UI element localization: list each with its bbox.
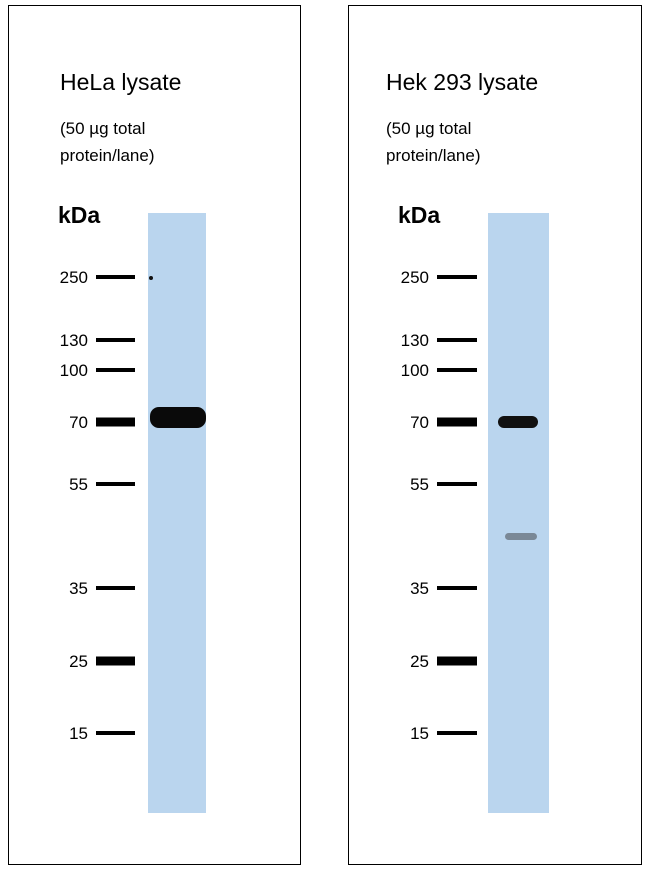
- marker-tick: [437, 656, 477, 666]
- marker-label: 100: [60, 361, 88, 380]
- marker-label: 70: [69, 413, 88, 432]
- marker-label: 250: [60, 268, 88, 287]
- marker-tick: [96, 338, 135, 342]
- marker-label: 35: [69, 579, 88, 598]
- marker-tick: [96, 417, 135, 427]
- marker-tick: [437, 731, 477, 735]
- unit-label: kDa: [398, 202, 440, 228]
- marker-label: 70: [410, 413, 429, 432]
- marker-label: 15: [410, 724, 429, 743]
- panel-border: [8, 5, 301, 865]
- marker-label: 35: [410, 579, 429, 598]
- marker-tick: [437, 482, 477, 486]
- marker-tick: [437, 417, 477, 427]
- marker-label: 15: [69, 724, 88, 743]
- band: [150, 407, 206, 428]
- marker-label: 100: [401, 361, 429, 380]
- marker-label: 250: [401, 268, 429, 287]
- lane: [488, 213, 549, 813]
- marker-tick: [96, 656, 135, 666]
- panel-title: Hek 293 lysate: [386, 69, 538, 95]
- panel-title: HeLa lysate: [60, 69, 181, 95]
- loading-note: (50 µg total: [386, 119, 471, 138]
- marker-tick: [437, 275, 477, 279]
- marker-tick: [437, 368, 477, 372]
- marker-label: 25: [69, 652, 88, 671]
- band: [498, 416, 538, 428]
- marker-label: 55: [410, 475, 429, 494]
- loading-note: protein/lane): [60, 146, 155, 165]
- unit-label: kDa: [58, 202, 100, 228]
- panel-border: [348, 5, 642, 865]
- marker-tick: [437, 586, 477, 590]
- marker-tick: [96, 731, 135, 735]
- marker-label: 130: [60, 331, 88, 350]
- marker-label: 25: [410, 652, 429, 671]
- marker-tick: [96, 586, 135, 590]
- marker-label: 130: [401, 331, 429, 350]
- lane: [148, 213, 206, 813]
- blot-panel: HeLa lysate (50 µg total protein/lane) kDa 2…: [8, 5, 301, 865]
- marker-tick: [96, 482, 135, 486]
- marker-tick: [96, 275, 135, 279]
- band-faint: [505, 533, 537, 540]
- blot-panel: Hek 293 lysate (50 µg total protein/lane) k…: [348, 5, 642, 865]
- loading-note: (50 µg total: [60, 119, 145, 138]
- speck: [149, 276, 153, 280]
- marker-tick: [96, 368, 135, 372]
- marker-tick: [437, 338, 477, 342]
- marker-label: 55: [69, 475, 88, 494]
- loading-note: protein/lane): [386, 146, 481, 165]
